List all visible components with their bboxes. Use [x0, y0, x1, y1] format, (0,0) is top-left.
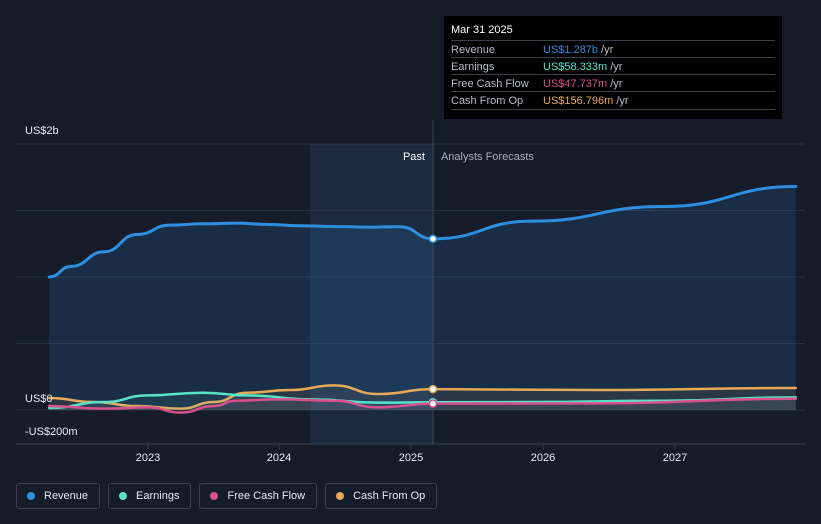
free-cash-flow-marker: [428, 399, 438, 408]
revenue-marker: [428, 234, 438, 244]
tooltip-unit: /yr: [601, 43, 614, 56]
legend-label: Earnings: [136, 490, 180, 502]
y-axis-top-label: US$2b: [25, 125, 59, 137]
free-cash-flow-line: [47, 397, 798, 414]
revenue-line: [47, 185, 798, 279]
tooltip-row-cash-from-op: Cash From Op US$156.796m /yr: [451, 91, 775, 110]
tooltip-label: Revenue: [451, 43, 496, 56]
x-tick-label: 2027: [663, 452, 687, 464]
tooltip-label: Free Cash Flow: [451, 77, 529, 90]
legend-item-earnings[interactable]: Earnings: [108, 483, 192, 509]
earnings-dot-icon: [119, 492, 128, 500]
tooltip-value: US$47.737m: [543, 77, 608, 90]
free-cash-flow-dot-icon: [210, 492, 219, 500]
chart-legend: Revenue Earnings Free Cash Flow Cash Fro…: [16, 483, 438, 511]
legend-label: Cash From Op: [353, 490, 426, 502]
legend-label: Revenue: [44, 490, 89, 502]
x-tick-label: 2023: [136, 452, 160, 464]
cash-from-op-line: [47, 384, 798, 410]
free-cash-flow-area: [49, 398, 796, 413]
tooltip-date: Mar 31 2025: [451, 24, 513, 36]
x-tick-label: 2025: [399, 452, 423, 464]
y-axis-bottom-label: -US$200m: [25, 426, 78, 438]
forecast-label: Analysts Forecasts: [441, 151, 534, 163]
tooltip-row-free-cash-flow: Free Cash Flow US$47.737m /yr: [451, 74, 775, 92]
revenue-area: [49, 186, 796, 410]
tooltip-label: Earnings: [451, 60, 495, 73]
tooltip-row-earnings: Earnings US$58.333m /yr: [451, 57, 775, 75]
cash-from-op-dot-icon: [336, 492, 345, 500]
tooltip-unit: /yr: [610, 77, 623, 90]
tooltip-unit: /yr: [610, 60, 623, 73]
tooltip-label: Cash From Op: [451, 94, 524, 107]
tooltip-unit: /yr: [616, 94, 629, 107]
legend-label: Free Cash Flow: [227, 490, 306, 502]
x-tick-label: 2024: [267, 452, 291, 464]
legend-item-cash-from-op[interactable]: Cash From Op: [325, 483, 438, 509]
past-label: Past: [403, 151, 425, 163]
hover-tooltip: Mar 31 2025 Revenue US$1.287b /yr Earnin…: [444, 16, 782, 119]
tooltip-value: US$156.796m: [543, 94, 614, 107]
y-axis-zero-label: US$0: [25, 393, 53, 405]
x-tick-label: 2026: [531, 452, 555, 464]
earnings-area: [49, 392, 796, 410]
revenue-dot-icon: [27, 492, 35, 500]
tooltip-value: US$58.333m: [543, 60, 608, 73]
tooltip-value: US$1.287b: [543, 43, 599, 56]
cash-from-op-marker: [428, 384, 438, 394]
legend-item-revenue[interactable]: Revenue: [16, 483, 101, 509]
legend-item-free-cash-flow[interactable]: Free Cash Flow: [199, 483, 318, 509]
tooltip-row-revenue: Revenue US$1.287b /yr: [451, 40, 775, 58]
